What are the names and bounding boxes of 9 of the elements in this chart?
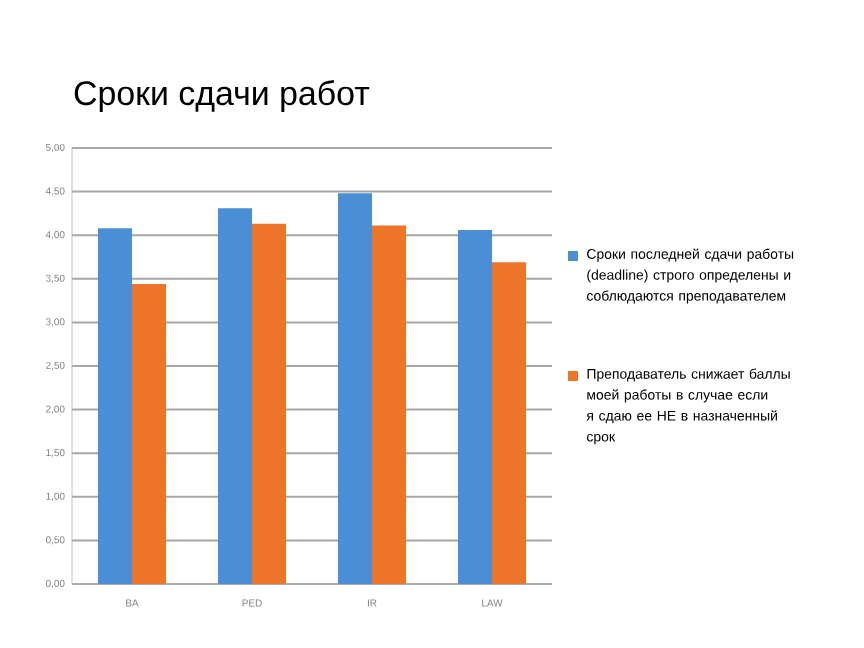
bar	[132, 284, 166, 584]
bar	[492, 262, 527, 584]
bar	[218, 208, 252, 584]
chart-title: Сроки сдачи работ	[74, 80, 370, 112]
bar	[372, 225, 406, 584]
bar	[458, 229, 493, 584]
bar	[338, 193, 372, 584]
bar	[252, 223, 286, 584]
bar	[98, 228, 132, 584]
